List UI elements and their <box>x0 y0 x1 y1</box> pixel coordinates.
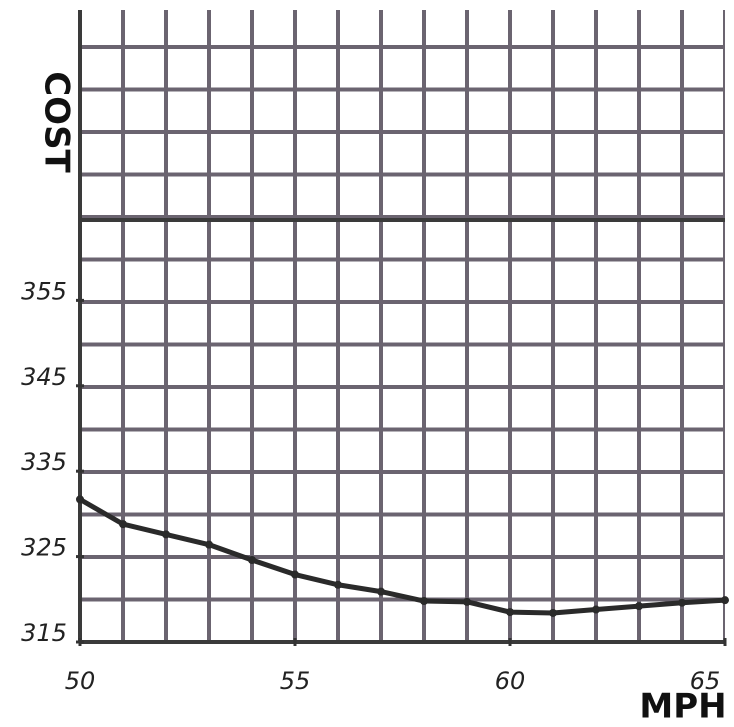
y-tick-label: 345 <box>21 363 67 391</box>
data-point <box>76 495 84 504</box>
data-point <box>248 556 256 565</box>
data-point <box>162 530 170 539</box>
data-point <box>721 596 729 605</box>
x-tick-label: 60 <box>495 667 526 695</box>
data-point <box>291 570 299 579</box>
data-point <box>205 540 213 549</box>
data-point <box>334 580 342 589</box>
data-line <box>77 496 728 616</box>
data-point <box>377 587 385 596</box>
x-tick-label: 65 <box>690 667 721 695</box>
y-tick-label: 335 <box>21 448 67 476</box>
data-point <box>119 520 127 529</box>
data-point <box>635 602 643 611</box>
y-tick-label: 355 <box>21 277 67 305</box>
data-point <box>463 597 471 606</box>
data-point <box>506 608 514 617</box>
y-axis-title: COST <box>37 71 77 173</box>
data-point <box>592 605 600 614</box>
y-tick-label: 325 <box>21 534 67 562</box>
data-point <box>420 597 428 606</box>
x-tick-label: 55 <box>280 667 311 695</box>
data-point <box>549 608 557 617</box>
data-point <box>678 598 686 607</box>
grid-paper <box>80 10 725 642</box>
x-axis-title: MPH <box>639 687 726 727</box>
y-tick-label: 315 <box>21 619 67 647</box>
x-tick-label: 50 <box>65 667 96 695</box>
